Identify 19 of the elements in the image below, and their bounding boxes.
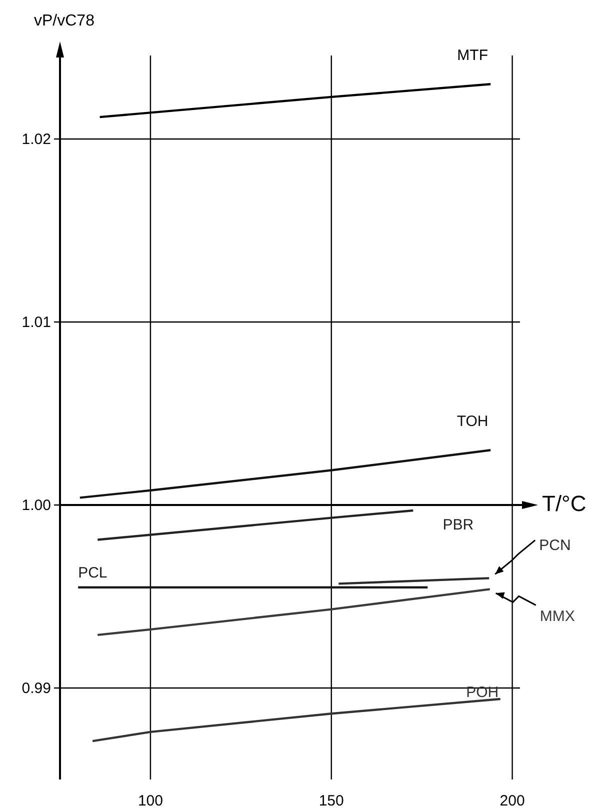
- text: PCN: [539, 537, 571, 554]
- text: MMX: [540, 608, 575, 626]
- text: PBR: [442, 516, 474, 534]
- x-tick-label: 200: [500, 792, 525, 810]
- series-label: TOH: [456, 413, 488, 430]
- line-series: [91, 698, 502, 742]
- x-axis-title: T/°C: [542, 490, 586, 516]
- series-label: POH: [466, 684, 499, 701]
- series-label: PCL: [78, 564, 108, 582]
- series-label: MTF: [457, 47, 488, 64]
- y-tick-label: 0.99: [22, 680, 51, 698]
- line-series: [78, 449, 492, 499]
- y-tick-label: 1.02: [22, 131, 51, 148]
- line-series: [96, 588, 491, 636]
- x-tick-label: 150: [318, 792, 344, 810]
- y-tick-label: 1.01: [22, 314, 51, 332]
- y-tick-label: 1.00: [22, 497, 51, 514]
- y-axis-title: vP/vC78: [34, 12, 95, 30]
- x-tick-label: 100: [138, 792, 163, 810]
